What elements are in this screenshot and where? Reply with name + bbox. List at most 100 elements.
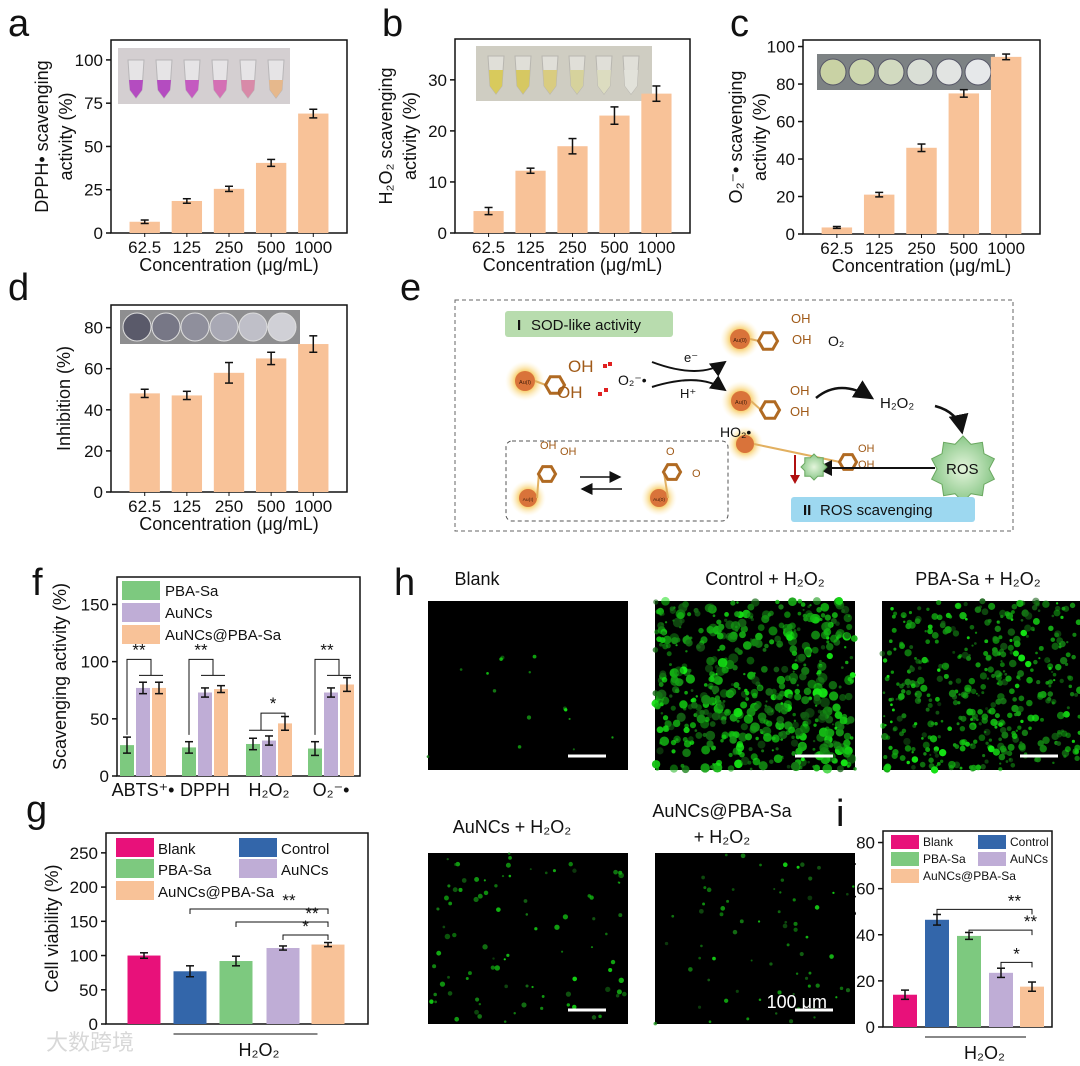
fluorescent-cell <box>909 645 914 649</box>
fluorescent-cell <box>1045 680 1050 685</box>
fluorescent-cell <box>952 650 956 654</box>
fluorescent-cell <box>847 676 852 682</box>
fluorescent-cell <box>705 730 716 741</box>
fluorescent-cell <box>763 719 769 725</box>
fluorescent-cell <box>1015 729 1018 732</box>
benzene-ring-icon <box>661 463 683 481</box>
fluorescent-cell <box>996 620 1000 623</box>
fluorescent-cell <box>790 761 800 771</box>
step1-label: SOD-like activity <box>531 317 642 334</box>
bar-125 <box>171 200 203 233</box>
fluorescent-cell <box>610 959 616 965</box>
fluorescent-cell <box>685 650 688 653</box>
fluorescent-cell <box>706 887 712 893</box>
fluorescent-cell <box>540 1006 544 1010</box>
fluorescent-cell <box>1048 684 1052 688</box>
fluorescent-cell <box>925 639 931 644</box>
fluorescent-cell <box>782 862 788 868</box>
bar-250 <box>213 188 245 233</box>
fluorescent-cell <box>673 666 684 677</box>
significance-bracket <box>936 908 1033 915</box>
fluorescent-cell <box>757 624 765 631</box>
fluorescent-cell <box>843 732 852 741</box>
fluorescent-cell <box>1035 602 1040 607</box>
fluorescent-cell <box>689 722 696 729</box>
fluorescent-cell <box>1030 626 1035 631</box>
fluorescent-cell <box>683 707 687 711</box>
fluorescent-cell <box>807 605 811 609</box>
fluorescent-cell <box>1020 629 1027 637</box>
fluorescent-cell <box>991 673 996 678</box>
fluorescent-cell <box>987 666 994 673</box>
fluorescent-cell <box>486 672 489 675</box>
fluorescent-cell <box>966 636 970 640</box>
x-tick-label: 125 <box>516 238 544 257</box>
ros-label: ROS <box>946 461 979 478</box>
fluorescent-cell <box>811 646 819 654</box>
fluorescent-cell <box>665 643 671 649</box>
fluorescent-cell <box>761 749 765 753</box>
fluorescent-cell <box>748 747 753 752</box>
fluorescent-cell <box>698 627 704 634</box>
fluorescent-cell <box>750 617 754 622</box>
hydroxyl-label: OH <box>557 383 583 402</box>
fluorescent-cell <box>718 649 721 652</box>
fluorescent-cell <box>796 684 799 687</box>
y-axis-label: activity (%) <box>750 93 770 181</box>
legend-label: AuNCs@PBA-Sa <box>923 869 1016 883</box>
fluorescent-cell <box>927 624 933 630</box>
fluorescent-cell <box>775 599 780 605</box>
fluorescent-cell <box>920 684 928 692</box>
fluorescent-cell <box>446 858 449 861</box>
fluorescent-cell <box>704 716 710 723</box>
bar-AuNCs <box>198 692 212 776</box>
fluorescent-cell <box>807 984 811 988</box>
y-axis-label: H₂O₂ scavenging <box>376 67 396 204</box>
fluorescent-cell <box>817 865 821 870</box>
fluorescent-cell <box>742 641 752 650</box>
fluorescent-cell <box>701 745 711 755</box>
fluorescent-cell <box>1064 746 1071 753</box>
fluorescent-cell <box>526 715 532 720</box>
fluorescent-cell <box>1037 693 1044 700</box>
fluorescent-cell <box>807 895 813 901</box>
micrograph-2 <box>879 597 1080 774</box>
fluorescent-cell <box>910 683 916 689</box>
x-tick-label: 250 <box>215 238 243 257</box>
fluorescent-cell <box>962 692 969 699</box>
fluorescent-cell <box>735 628 739 632</box>
fluorescent-cell <box>995 674 1002 681</box>
fluorescent-cell <box>778 727 781 730</box>
fluorescent-cell <box>812 765 816 768</box>
fluorescent-cell <box>981 691 985 695</box>
fluorescent-cell <box>1051 642 1059 650</box>
fluorescent-cell <box>1005 675 1012 682</box>
hydroxyl-label: O <box>666 446 675 458</box>
fluorescent-cell <box>882 691 886 694</box>
fluorescent-cell <box>508 874 512 878</box>
fluorescent-cell <box>662 725 670 733</box>
fluorescent-cell <box>700 636 708 644</box>
fluorescent-cell <box>687 612 692 617</box>
fluorescent-cell <box>959 611 967 620</box>
fluorescent-cell <box>616 989 622 995</box>
fluorescent-cell <box>426 755 430 758</box>
fluorescent-cell <box>800 742 806 748</box>
fluorescent-cell <box>895 698 898 701</box>
fluorescent-cell <box>1072 748 1080 755</box>
fluorescent-cell <box>792 898 796 902</box>
fluorescent-cell <box>734 611 740 617</box>
fluorescent-cell <box>434 1000 438 1004</box>
fluorescent-cell <box>803 687 812 696</box>
fluorescent-cell <box>780 707 788 715</box>
x-tick-label: 500 <box>257 497 285 516</box>
fluorescent-cell <box>969 624 975 630</box>
ros-label-box <box>791 497 975 522</box>
fluorescent-cell <box>454 1016 460 1022</box>
y-tick-label: 80 <box>84 319 103 338</box>
panel-labels: a b c d e f g h i <box>8 3 844 835</box>
fluorescent-cell <box>734 647 740 653</box>
x-tick-label: H₂O₂ <box>249 780 290 800</box>
fluorescent-cell <box>1067 675 1072 680</box>
